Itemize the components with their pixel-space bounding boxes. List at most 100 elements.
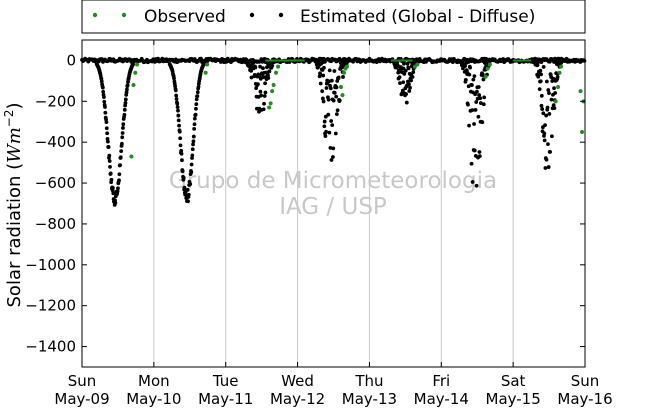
estimated-point — [178, 136, 183, 141]
estimated-point — [471, 77, 476, 82]
observed-point — [580, 129, 585, 134]
estimated-point — [122, 112, 127, 117]
estimated-point — [176, 108, 180, 113]
observed-point — [131, 82, 136, 87]
estimated-point — [543, 123, 547, 128]
estimated-point — [475, 89, 479, 94]
estimated-point — [123, 97, 128, 102]
estimated-point — [249, 68, 254, 73]
estimated-point — [124, 90, 129, 95]
y-axis-title: Solar radiation (Wm−2) — [2, 102, 25, 307]
x-tick-label-day: Fri — [432, 372, 450, 390]
watermark-line-2: IAG / USP — [279, 194, 387, 220]
estimated-point — [464, 61, 469, 65]
observed-point — [553, 99, 558, 104]
estimated-point — [467, 123, 471, 128]
estimated-point — [270, 63, 275, 68]
observed-point — [205, 62, 210, 67]
estimated-point — [398, 81, 402, 85]
estimated-point — [191, 139, 196, 144]
estimated-point — [322, 65, 326, 70]
estimated-point — [402, 61, 406, 66]
watermark-line-1: Grupo de Micrometeorologia — [169, 168, 497, 194]
estimated-point — [327, 130, 332, 135]
estimated-point — [105, 139, 110, 144]
estimated-point — [113, 201, 118, 205]
estimated-point — [254, 86, 259, 90]
estimated-point — [189, 162, 194, 167]
estimated-point — [481, 77, 486, 82]
estimated-point — [179, 148, 184, 153]
estimated-point — [116, 186, 120, 191]
observed-point — [557, 70, 562, 75]
x-tick-label-day: Sun — [571, 372, 600, 390]
estimated-point — [120, 131, 125, 135]
estimated-point — [323, 134, 328, 138]
observed-point — [268, 101, 273, 106]
estimated-point — [321, 99, 326, 104]
estimated-point — [120, 135, 125, 140]
estimated-point — [535, 63, 540, 68]
observed-point — [415, 62, 420, 67]
legend: Observed Estimated (Global - Diffuse) — [81, 0, 586, 34]
estimated-point — [334, 85, 339, 90]
estimated-point — [101, 89, 106, 94]
estimated-point — [180, 169, 185, 174]
estimated-point — [177, 129, 182, 134]
estimated-point — [552, 106, 557, 111]
estimated-point — [266, 73, 270, 77]
plot-frame — [81, 39, 586, 368]
estimated-point — [544, 157, 549, 162]
estimated-point — [474, 100, 479, 104]
estimated-point — [107, 153, 112, 158]
observed-point — [559, 64, 564, 69]
estimated-point — [477, 154, 482, 159]
estimated-point — [121, 126, 125, 130]
estimated-point — [477, 93, 482, 97]
estimated-point — [332, 69, 337, 73]
estimated-point — [327, 79, 331, 84]
y-tick-label: 0 — [66, 51, 76, 69]
estimated-point — [335, 108, 340, 113]
estimated-point — [545, 105, 550, 110]
x-tick-label-date: May-10 — [126, 390, 181, 408]
estimated-point — [472, 74, 477, 79]
estimated-point — [118, 155, 123, 160]
estimated-point — [172, 76, 176, 81]
estimated-point — [470, 180, 475, 184]
estimated-point — [467, 72, 472, 77]
estimated-point — [252, 72, 257, 77]
estimated-point — [540, 107, 545, 111]
estimated-point — [131, 62, 135, 67]
x-tick-label-date: May-14 — [414, 390, 469, 408]
estimated-point — [322, 124, 327, 129]
estimated-point — [487, 59, 492, 63]
observed-point — [129, 154, 134, 159]
y-tick-label: −200 — [35, 92, 76, 110]
estimated-point — [119, 141, 124, 146]
estimated-point — [476, 114, 481, 119]
estimated-point — [472, 148, 477, 153]
estimated-point — [108, 171, 113, 176]
estimated-point — [544, 113, 549, 118]
estimated-point — [122, 107, 127, 112]
estimated-point — [541, 111, 546, 116]
estimated-point — [192, 116, 197, 121]
estimated-point — [541, 65, 546, 69]
series-estimated — [80, 56, 587, 207]
estimated-point — [173, 84, 178, 89]
x-tick-label-date: May-12 — [270, 390, 325, 408]
x-tick-label-date: May-16 — [557, 390, 612, 408]
estimated-point — [539, 72, 544, 77]
estimated-point — [328, 86, 333, 91]
estimated-point — [476, 85, 481, 89]
estimated-point — [102, 95, 106, 100]
estimated-point — [188, 182, 193, 186]
estimated-point — [258, 89, 263, 94]
observed-point — [135, 62, 140, 67]
estimated-point — [189, 170, 194, 175]
estimated-point — [180, 158, 184, 163]
estimated-point — [329, 119, 334, 123]
estimated-point — [192, 126, 197, 131]
x-tick-label-date: May-09 — [54, 390, 109, 408]
